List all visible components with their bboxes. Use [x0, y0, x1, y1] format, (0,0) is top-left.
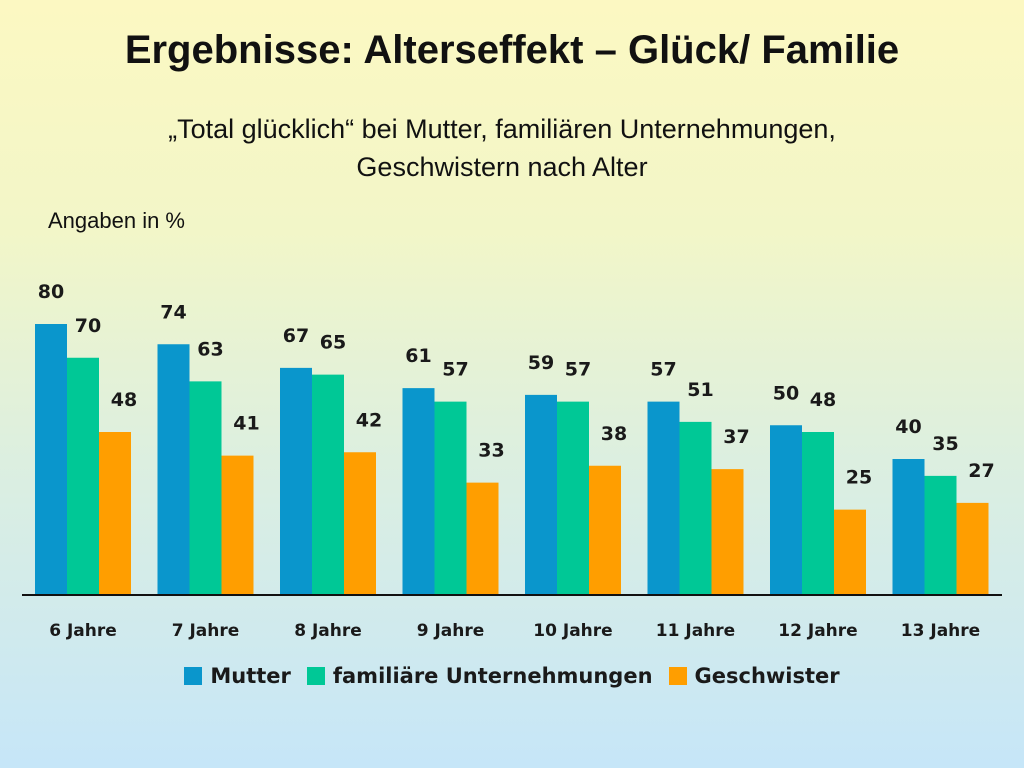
bar-geschwister-12-jahre — [834, 509, 866, 594]
value-label-mutter-9-jahre: 61 — [405, 345, 431, 367]
legend-item-unternehmungen: familiäre Unternehmungen — [306, 664, 653, 688]
value-label-mutter-12-jahre: 50 — [773, 382, 799, 404]
unit-note: Angaben in % — [48, 208, 185, 233]
bar-mutter-13-jahre — [892, 459, 925, 594]
category-label-6-jahre: 6 Jahre — [49, 621, 117, 641]
bar-familiäre-unternehmungen-11-jahre — [679, 421, 712, 594]
bar-geschwister-9-jahre — [466, 482, 499, 594]
value-label-familiäre-unternehmungen-10-jahre: 57 — [565, 359, 591, 381]
category-label-9-jahre: 9 Jahre — [417, 621, 485, 641]
bar-mutter-8-jahre — [280, 367, 312, 594]
bar-mutter-12-jahre — [770, 425, 802, 594]
bar-mutter-7-jahre — [157, 344, 190, 594]
value-label-familiäre-unternehmungen-13-jahre: 35 — [932, 433, 958, 455]
value-label-familiäre-unternehmungen-12-jahre: 48 — [810, 389, 836, 411]
legend-label-mutter: Mutter — [210, 664, 291, 688]
value-label-mutter-8-jahre: 67 — [283, 325, 309, 347]
bar-geschwister-13-jahre — [956, 502, 989, 594]
legend-swatch-unternehmungen — [306, 667, 325, 685]
value-label-geschwister-8-jahre: 42 — [356, 409, 382, 431]
bar-geschwister-10-jahre — [589, 465, 621, 594]
legend-swatch-mutter — [184, 667, 203, 685]
legend-item-mutter: Mutter — [184, 664, 291, 688]
category-label-13-jahre: 13 Jahre — [901, 621, 980, 641]
bar-familiäre-unternehmungen-7-jahre — [189, 381, 222, 594]
value-label-geschwister-12-jahre: 25 — [846, 467, 872, 489]
legend-item-geschwister: Geschwister — [668, 664, 840, 688]
value-label-mutter-10-jahre: 59 — [528, 352, 554, 374]
bar-geschwister-6-jahre — [99, 432, 131, 594]
bar-familiäre-unternehmungen-9-jahre — [434, 401, 467, 594]
legend-swatch-geschwister — [668, 667, 687, 685]
legend-label-unternehmungen: familiäre Unternehmungen — [332, 664, 653, 688]
value-label-geschwister-6-jahre: 48 — [111, 389, 137, 411]
subtitle-line-1: „Total glücklich“ bei Mutter, familiären… — [168, 114, 836, 144]
slide-title: Ergebnisse: Alterseffekt – Glück/ Famili… — [124, 28, 900, 72]
value-label-mutter-7-jahre: 74 — [160, 301, 186, 323]
value-label-geschwister-10-jahre: 38 — [601, 423, 627, 445]
bar-mutter-6-jahre — [35, 324, 67, 594]
value-label-geschwister-9-jahre: 33 — [478, 440, 504, 462]
value-label-mutter-6-jahre: 80 — [38, 281, 64, 303]
value-label-familiäre-unternehmungen-7-jahre: 63 — [197, 338, 223, 360]
value-label-mutter-11-jahre: 57 — [650, 359, 676, 381]
bar-familiäre-unternehmungen-6-jahre — [67, 357, 99, 594]
value-label-geschwister-13-jahre: 27 — [968, 460, 994, 482]
bar-mutter-11-jahre — [647, 401, 680, 594]
subtitle-line-2: Geschwistern nach Alter — [356, 152, 648, 182]
category-label-12-jahre: 12 Jahre — [778, 621, 857, 641]
value-label-familiäre-unternehmungen-11-jahre: 51 — [687, 379, 713, 401]
bar-familiäre-unternehmungen-10-jahre — [557, 401, 589, 594]
category-label-7-jahre: 7 Jahre — [172, 621, 240, 641]
bar-mutter-10-jahre — [525, 394, 557, 594]
category-label-11-jahre: 11 Jahre — [656, 621, 735, 641]
legend-label-geschwister: Geschwister — [694, 664, 840, 688]
grouped-bar-chart: 80 70 48 6 Jahre 74 63 41 7 Jahre 67 65 42 8 Jahre 6… — [22, 281, 1002, 641]
bar-geschwister-8-jahre — [344, 452, 376, 594]
value-label-familiäre-unternehmungen-8-jahre: 65 — [320, 332, 346, 354]
value-label-mutter-13-jahre: 40 — [895, 416, 921, 438]
category-label-10-jahre: 10 Jahre — [533, 621, 612, 641]
bar-familiäre-unternehmungen-8-jahre — [312, 374, 344, 594]
value-label-geschwister-7-jahre: 41 — [233, 413, 259, 435]
bar-geschwister-7-jahre — [221, 455, 254, 594]
bar-mutter-9-jahre — [402, 388, 435, 594]
bar-familiäre-unternehmungen-12-jahre — [802, 432, 834, 594]
bar-familiäre-unternehmungen-13-jahre — [924, 475, 957, 594]
chart-legend: Mutter familiäre Unternehmungen Geschwis… — [0, 664, 1024, 688]
slide-subtitle: „Total glücklich“ bei Mutter, familiären… — [52, 110, 952, 186]
value-label-familiäre-unternehmungen-9-jahre: 57 — [442, 359, 468, 381]
category-label-8-jahre: 8 Jahre — [294, 621, 362, 641]
value-label-familiäre-unternehmungen-6-jahre: 70 — [75, 315, 101, 337]
bar-geschwister-11-jahre — [711, 469, 744, 594]
value-label-geschwister-11-jahre: 37 — [723, 426, 749, 448]
